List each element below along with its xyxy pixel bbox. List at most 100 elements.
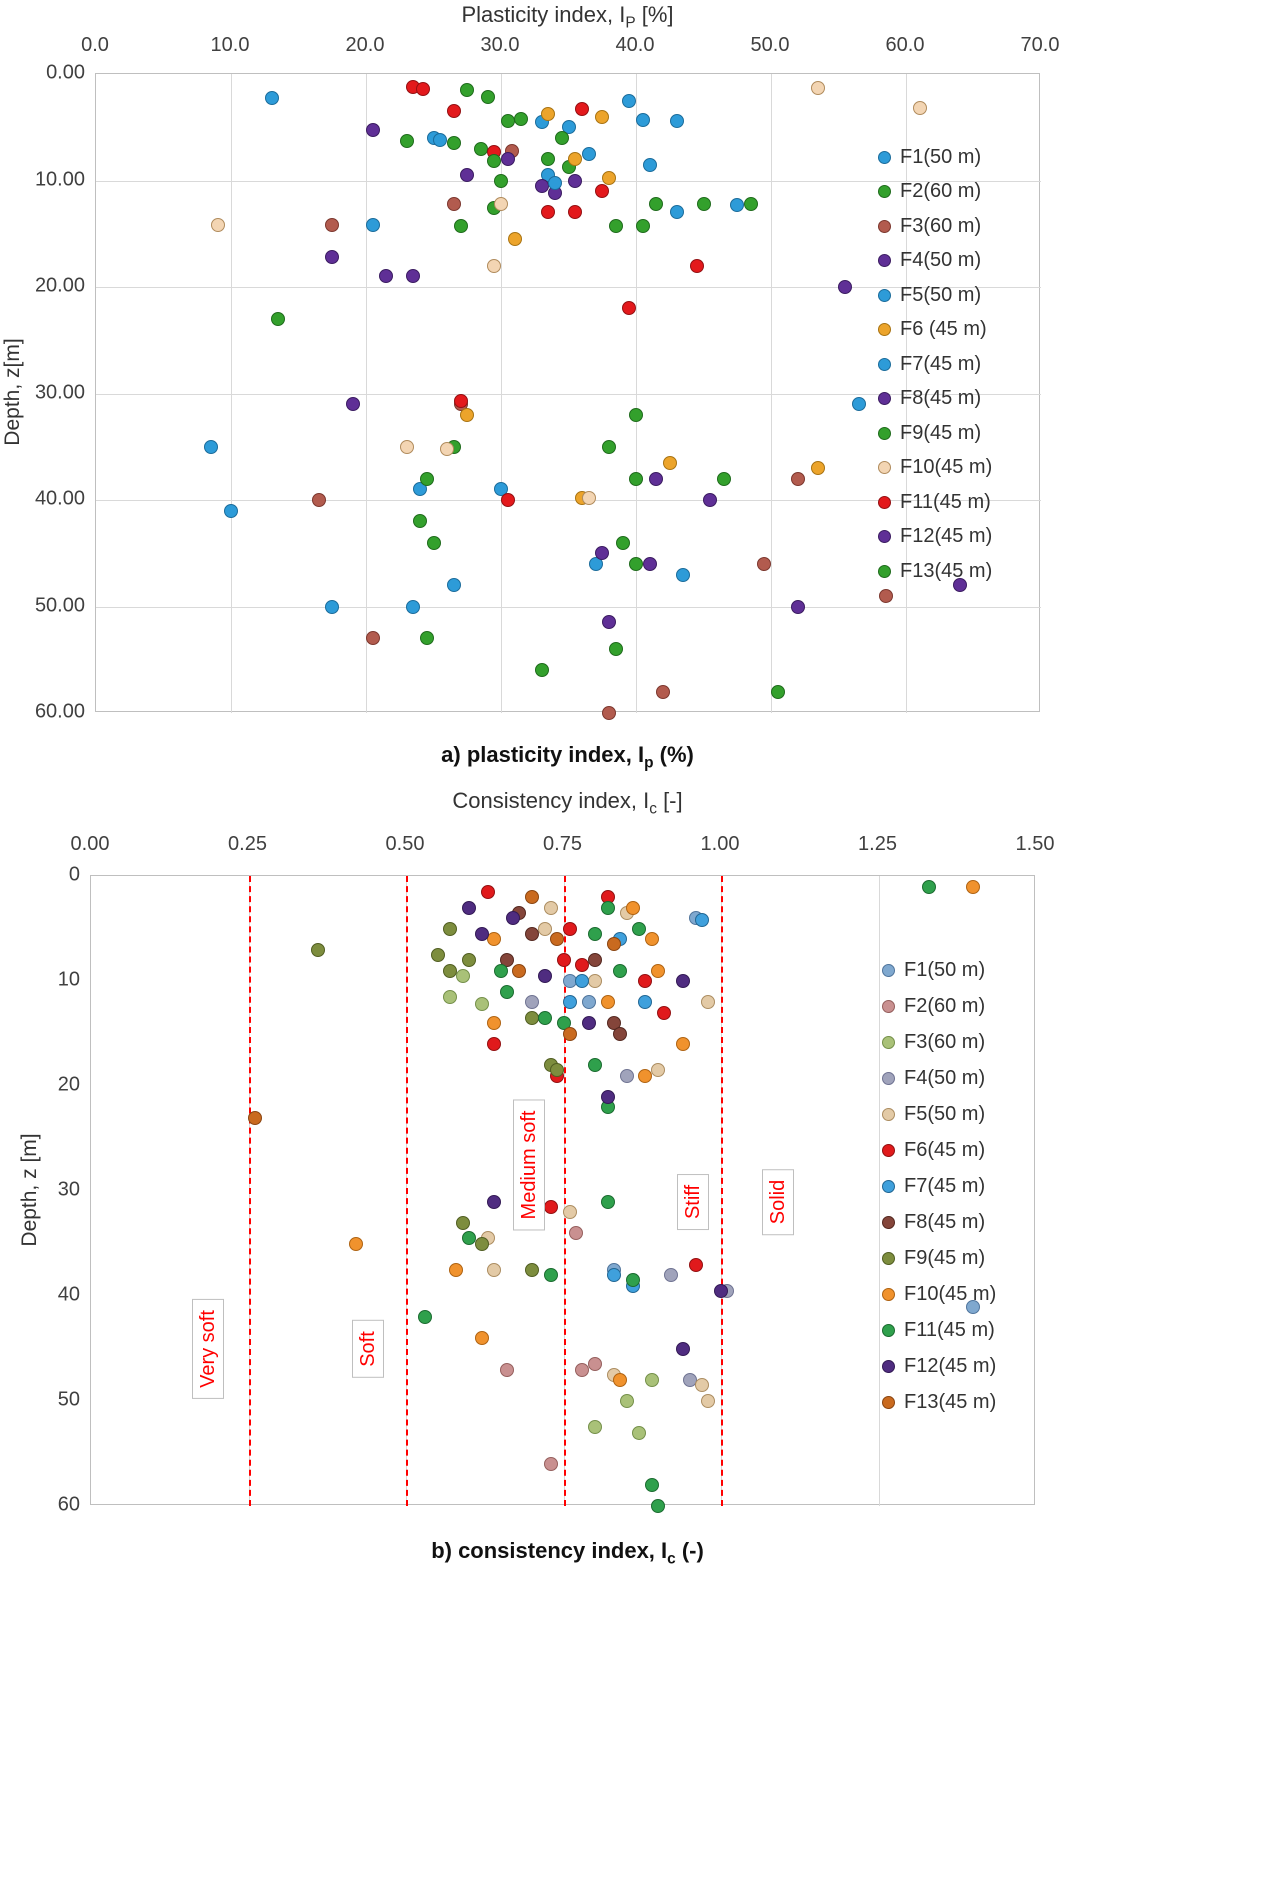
plot-area: Very soft Soft Medium soft Stiff Solid	[90, 875, 1035, 1513]
data-point	[676, 1037, 691, 1051]
data-point	[608, 219, 623, 234]
data-point	[534, 663, 549, 678]
data-point	[548, 175, 562, 190]
data-point	[543, 1457, 558, 1471]
legend-item: F3(60 m)	[882, 1024, 996, 1060]
data-point	[602, 615, 616, 630]
data-point	[534, 178, 549, 193]
data-point	[480, 884, 495, 899]
data-point	[487, 1262, 502, 1277]
data-point	[701, 1394, 716, 1408]
legend-label: F2(60 m)	[900, 180, 982, 203]
data-point	[595, 184, 610, 199]
data-point	[581, 995, 596, 1009]
data-point	[613, 963, 628, 978]
y-tick-label: 50	[57, 1388, 80, 1411]
data-point	[550, 932, 565, 946]
data-point	[757, 556, 772, 571]
caption-a-sub: p	[644, 754, 654, 772]
legend-marker-icon	[882, 963, 895, 977]
legend-marker-icon	[882, 1251, 895, 1265]
data-point	[550, 1063, 565, 1078]
data-point	[588, 926, 602, 941]
data-point	[649, 196, 664, 211]
x-tick-label: 1.25	[858, 833, 897, 855]
legend-label: F4(50 m)	[900, 249, 982, 272]
gridline-horizontal	[96, 287, 1041, 288]
y-tick-label: 0	[68, 863, 80, 886]
x-axis-title-text: Consistency index, I	[452, 788, 650, 813]
zone-boundary-line	[406, 876, 408, 1506]
data-point	[487, 932, 502, 946]
data-point	[635, 112, 650, 127]
data-point	[689, 258, 704, 273]
data-point	[649, 471, 664, 486]
data-point	[415, 81, 430, 96]
data-point	[487, 154, 502, 169]
caption-b-post: (-)	[675, 1538, 704, 1563]
data-point	[325, 599, 340, 614]
data-point	[638, 995, 653, 1009]
legend-label: F13(45 m)	[904, 1390, 997, 1413]
data-point	[676, 974, 691, 988]
data-point	[581, 490, 596, 505]
data-point	[325, 250, 340, 265]
data-point	[651, 1063, 665, 1078]
data-point	[474, 1236, 489, 1251]
data-point	[629, 556, 643, 571]
y-tick-label: 30.00	[34, 381, 85, 403]
data-point	[588, 1058, 602, 1072]
x-axis-title: Plasticity index, IP [%]	[0, 2, 1135, 32]
data-point	[487, 1194, 502, 1209]
data-point	[453, 393, 468, 408]
data-point	[499, 984, 514, 999]
legend-label: F10(45 m)	[900, 456, 993, 479]
data-point	[695, 1378, 710, 1393]
data-point	[446, 136, 461, 151]
legend-marker-icon	[878, 254, 891, 268]
legend-item: F13(45 m)	[882, 1384, 996, 1420]
legend-item: F12(45 m)	[878, 520, 992, 555]
data-point	[443, 963, 458, 978]
legend-item: F4(50 m)	[878, 244, 992, 279]
legend-label: F12(45 m)	[900, 525, 993, 548]
data-point	[600, 995, 615, 1009]
data-point	[568, 173, 583, 188]
data-point	[210, 218, 225, 233]
x-tick-label: 0.00	[70, 833, 110, 855]
data-point	[644, 932, 659, 946]
data-point	[365, 218, 380, 233]
zone-label: Solid	[761, 1168, 794, 1235]
legend-marker-icon	[882, 1287, 895, 1301]
data-point	[417, 1310, 432, 1324]
legend-marker-icon	[882, 1215, 895, 1229]
legend-label: F1(50 m)	[900, 145, 982, 168]
data-point	[474, 926, 489, 941]
data-point	[480, 90, 495, 105]
data-point	[507, 232, 522, 247]
legend-marker-icon	[878, 357, 891, 371]
legend-label: F11(45 m)	[900, 490, 991, 513]
legend-marker-icon	[882, 1359, 895, 1373]
data-point	[651, 1499, 665, 1513]
data-point	[568, 205, 583, 220]
data-point	[365, 631, 380, 646]
plasticity-chart: Plasticity index, IP [%] Depth, z[m] F1(…	[0, 0, 1280, 780]
legend-label: F3(60 m)	[904, 1030, 986, 1053]
data-point	[562, 1026, 577, 1041]
x-axis-title-text: Plasticity index, I	[461, 2, 626, 27]
data-point	[543, 1268, 558, 1282]
legend-marker-icon	[878, 426, 891, 440]
data-point	[419, 631, 434, 646]
legend-label: F8(45 m)	[900, 387, 982, 410]
data-point	[500, 113, 515, 128]
x-axis-title-post: [-]	[656, 788, 683, 813]
data-point	[541, 205, 556, 220]
data-point	[264, 91, 279, 106]
data-point	[619, 1068, 634, 1083]
data-point	[615, 535, 630, 550]
caption-a-text: a) plasticity index, I	[441, 742, 645, 767]
y-tick-label: 60	[57, 1493, 80, 1516]
data-point	[701, 995, 716, 1009]
x-tick-label: 1.00	[700, 833, 740, 855]
